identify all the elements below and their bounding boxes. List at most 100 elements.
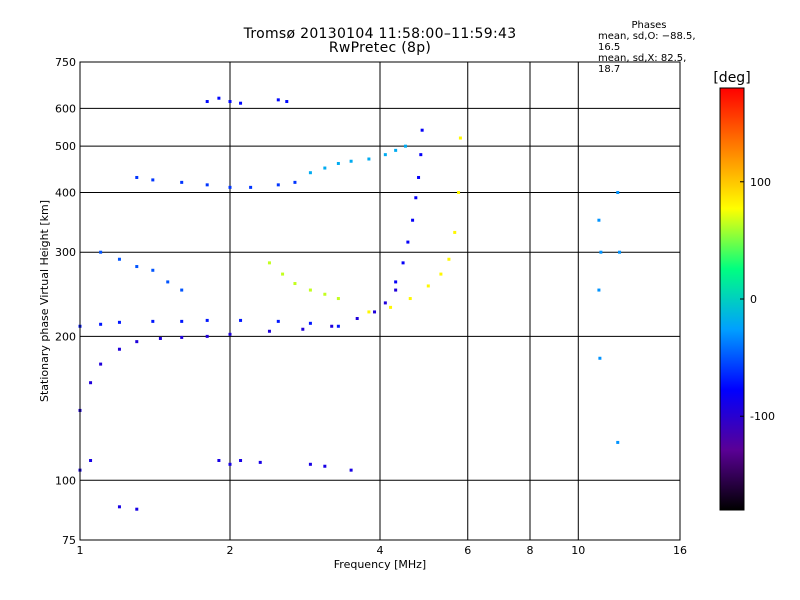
colorbar-label: [deg] [713,70,750,86]
data-point [228,332,232,336]
y-tick-label: 500 [55,140,76,153]
data-point [401,261,405,265]
data-point [394,280,398,284]
data-point [389,305,393,309]
data-point [394,148,398,152]
data-point [419,153,423,157]
data-point [349,159,353,163]
data-point [336,324,340,328]
data-point [597,218,601,222]
data-point [367,157,371,161]
plot-frame [79,61,681,541]
x-tick-label: 10 [571,544,585,557]
data-point [414,196,418,200]
phases-o-stats: mean, sd,O: −88.5, 16.5 [598,31,696,53]
y-tick-label: 750 [55,56,76,69]
x-axis-ticks: 1 2 4 6 8 10 16 [77,544,688,557]
data-point [330,324,334,328]
data-point [403,144,407,148]
x-tick-label: 6 [464,544,471,557]
data-point [117,505,121,509]
data-point [180,335,184,339]
data-point [308,171,312,175]
data-point [276,183,280,187]
data-point [618,250,622,254]
data-point [457,190,461,194]
data-point [616,440,620,444]
data-point [285,100,289,104]
data-point [166,280,170,284]
data-point [293,282,297,286]
x-tick-label: 16 [673,544,687,557]
data-point [180,319,184,323]
data-point [151,178,155,182]
x-tick-label: 2 [227,544,234,557]
data-point [355,316,359,320]
data-point [308,288,312,292]
y-tick-label: 75 [62,534,76,547]
data-point [99,322,103,326]
data-point [135,507,139,511]
grid-lines [80,62,680,540]
data-point [597,288,601,292]
data-point [217,96,221,100]
data-point [239,318,243,322]
data-point [323,166,327,170]
data-point [135,175,139,179]
colorbar-tick-label: 0 [750,293,757,306]
data-points [78,96,622,511]
data-point [408,297,412,301]
y-tick-label: 100 [55,474,76,487]
data-point [323,292,327,296]
colorbar-ticks: 100 0 -100 [740,176,775,423]
data-point [276,98,280,102]
data-point [151,268,155,272]
data-point [117,320,121,324]
y-tick-label: 600 [55,102,76,115]
phases-legend: Phases mean, sd,O: −88.5, 16.5 mean, sd,… [598,20,700,75]
data-point [420,128,424,132]
data-point [205,334,209,338]
x-tick-label: 8 [527,544,534,557]
data-point [616,190,620,194]
data-point [406,240,410,244]
data-point [89,381,93,385]
data-point [281,272,285,276]
data-point [180,180,184,184]
data-point [258,460,262,464]
x-tick-label: 4 [377,544,384,557]
y-tick-label: 300 [55,246,76,259]
x-tick-label: 1 [77,544,84,557]
data-point [239,101,243,105]
data-point [308,462,312,466]
data-point [367,310,371,314]
y-axis-label: Stationary phase Virtual Height [km] [38,200,51,402]
data-point [293,180,297,184]
data-point [205,318,209,322]
data-point [383,301,387,305]
data-point [394,288,398,292]
data-point [151,319,155,323]
colorbar: [deg] 100 0 -100 [713,70,775,511]
y-axis-ticks: 75 100 200 300 400 500 600 750 [55,56,76,547]
data-point [205,100,209,104]
data-point [228,100,232,104]
data-point [323,464,327,468]
data-point [239,458,243,462]
data-point [447,257,451,261]
data-point [89,458,93,462]
data-point [336,161,340,165]
data-point [117,347,121,351]
data-point [135,340,139,344]
data-point [228,185,232,189]
data-point [599,250,603,254]
data-point [373,310,377,314]
data-point [267,261,271,265]
data-point [336,297,340,301]
data-point [135,265,139,269]
data-point [205,183,209,187]
x-axis-label: Frequency [MHz] [334,558,426,571]
data-point [439,272,443,276]
phases-title: Phases [631,20,667,31]
